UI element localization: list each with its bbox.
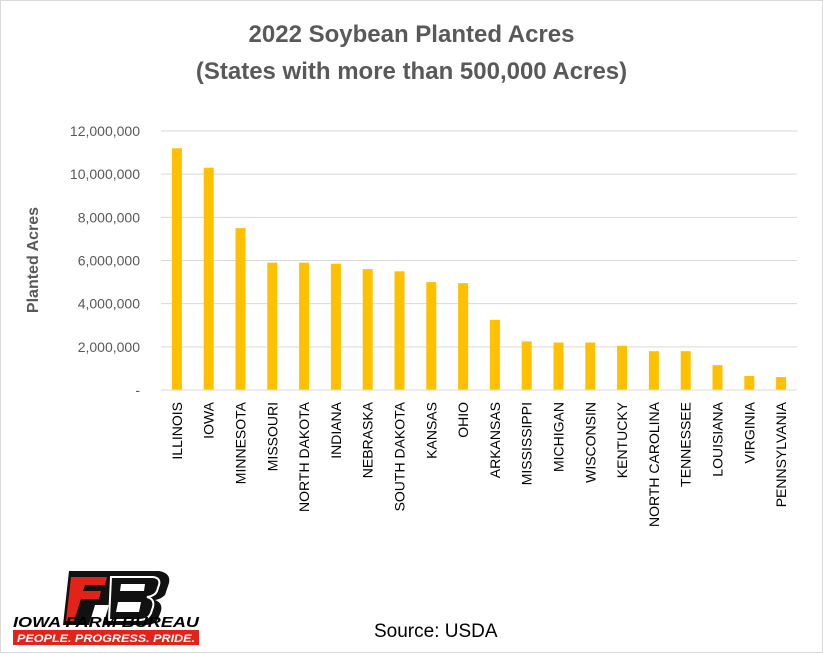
- source-note: Source: USDA: [374, 621, 498, 642]
- bar: [330, 263, 341, 390]
- bar: [458, 283, 469, 390]
- bar: [203, 167, 214, 390]
- logo-name: IOWA FARM BUREAU: [13, 614, 200, 631]
- x-tick-label: NORTH CAROLINA: [646, 401, 662, 527]
- x-tick-label: INDIANA: [328, 401, 344, 458]
- x-tick-label: TENNESSEE: [678, 402, 694, 487]
- x-tick-label: VIRGINIA: [741, 401, 757, 463]
- bar: [521, 341, 532, 390]
- x-tick-label: IOWA: [201, 401, 217, 438]
- bar: [712, 365, 723, 390]
- bar: [235, 228, 246, 390]
- x-tick-label: ILLINOIS: [169, 402, 185, 460]
- x-tick-label: NEBRASKA: [360, 401, 376, 478]
- x-tick-label: PENNSYLVANIA: [773, 401, 789, 507]
- y-tick-label: 8,000,000: [78, 209, 140, 225]
- y-tick-label: 6,000,000: [78, 253, 140, 269]
- bar: [394, 271, 405, 390]
- bar: [426, 282, 437, 390]
- bar: [744, 375, 755, 390]
- bar: [489, 319, 500, 390]
- bar: [776, 377, 787, 390]
- y-axis-label: Planted Acres: [25, 207, 42, 313]
- bar: [648, 351, 659, 390]
- x-tick-label: MICHIGAN: [551, 402, 567, 472]
- y-tick-label: 4,000,000: [78, 296, 140, 312]
- bar: [362, 269, 373, 390]
- bar: [171, 148, 182, 390]
- x-tick-label: NORTH DAKOTA: [296, 401, 312, 512]
- x-tick-label: MISSOURI: [264, 402, 280, 471]
- x-tick-label: MINNESOTA: [233, 401, 249, 484]
- bar: [299, 262, 310, 390]
- chart-title: 2022 Soybean Planted Acres: [248, 21, 575, 48]
- bar: [267, 262, 278, 390]
- y-tick-label: 10,000,000: [70, 166, 140, 182]
- logo-tagline: PEOPLE. PROGRESS. PRIDE.: [17, 633, 195, 645]
- chart-subtitle: (States with more than 500,000 Acres): [195, 58, 628, 85]
- x-tick-label: ARKANSAS: [487, 402, 503, 478]
- x-tick-label: KENTUCKY: [614, 401, 630, 478]
- iowa-farm-bureau-logo: IOWA FARM BUREAU PEOPLE. PROGRESS. PRIDE…: [11, 567, 203, 649]
- x-tick-label: MISSISSIPPI: [519, 402, 535, 485]
- bar: [680, 351, 691, 390]
- bar: [585, 342, 596, 390]
- y-tick-label: 2,000,000: [78, 339, 140, 355]
- bar: [617, 345, 628, 390]
- x-tick-label: SOUTH DAKOTA: [392, 401, 408, 511]
- y-tick-label: -: [135, 382, 140, 398]
- x-tick-label: WISCONSIN: [582, 402, 598, 483]
- x-tick-label: LOUISIANA: [710, 401, 726, 476]
- x-tick-label: OHIO: [455, 402, 471, 438]
- y-tick-label: 12,000,000: [70, 123, 140, 139]
- x-tick-label: KANSAS: [423, 402, 439, 459]
- bar: [553, 342, 564, 390]
- bar-chart: - 2,000,000 4,000,000 6,000,000 8,000,000 10,…: [25, 123, 797, 527]
- fb-mark-icon: [63, 571, 170, 625]
